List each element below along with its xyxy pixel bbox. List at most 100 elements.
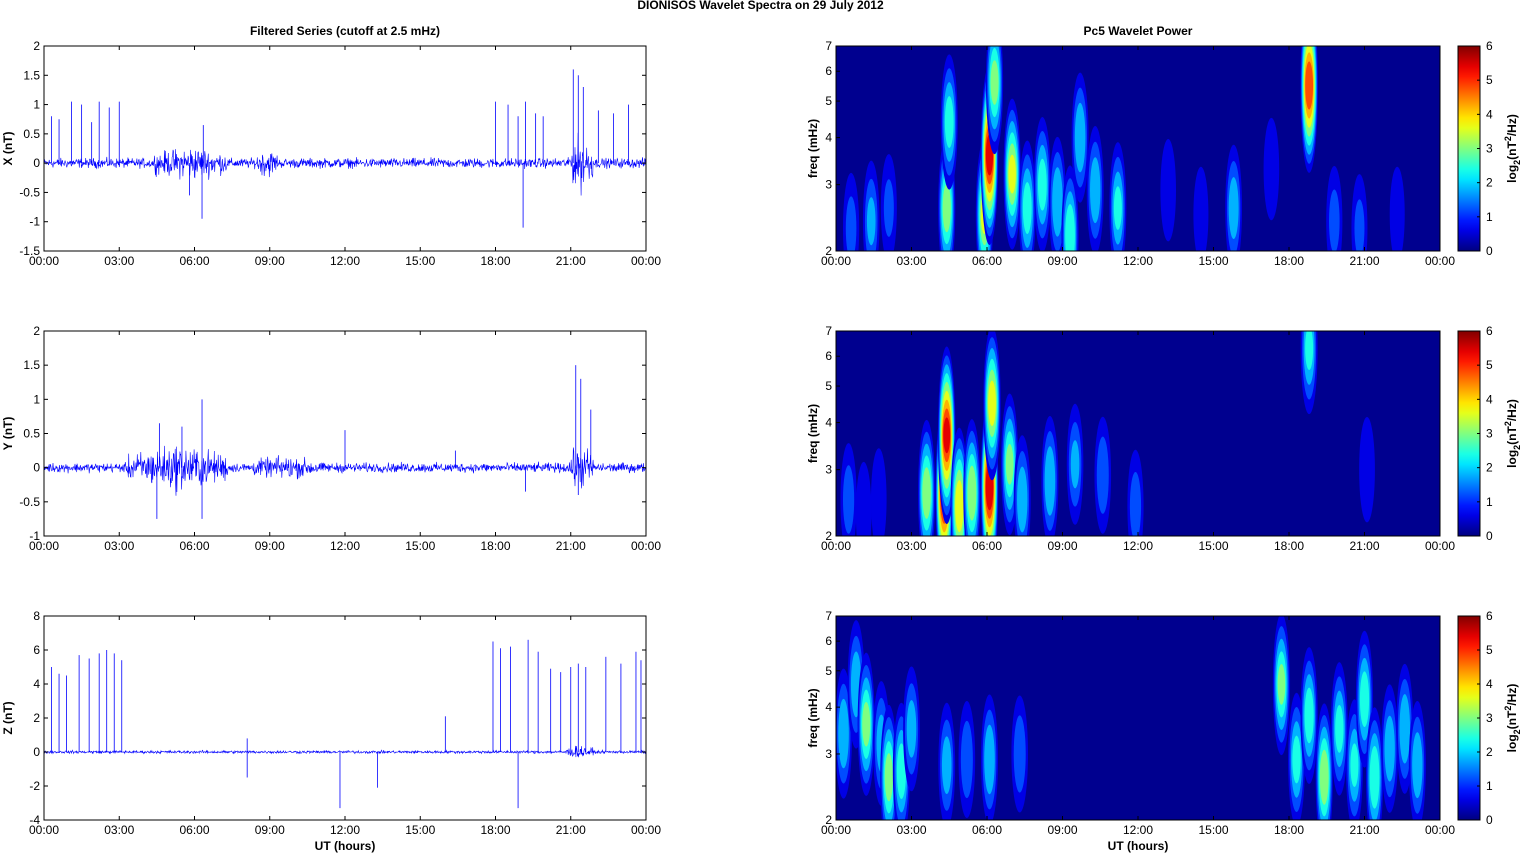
- wavelet-x-blob: [1003, 98, 1021, 250]
- wavelet-y-blob: [840, 443, 857, 536]
- panel-filtered-x: -1.5 -1 -0.5 0 0.5 1 1.5 2 00:00 03:00 06:00 09:00 1…: [1, 39, 661, 268]
- filtered-x-ytick-label: 0: [33, 156, 40, 170]
- wavelet-z-blob: [1396, 663, 1414, 794]
- filtered-y-ytick-label: -0.5: [19, 495, 40, 509]
- filtered-z-ytick-label: -4: [29, 813, 40, 827]
- wavelet-z-blob: [1288, 692, 1306, 820]
- wavelet-z-ylabel: freq (mHz): [806, 688, 820, 747]
- wavelet-y-colorbar-tick-label: 6: [1486, 324, 1493, 338]
- filtered-z-xtick-label: 09:00: [255, 823, 285, 837]
- wavelet-z-colorbar-tick-label: 5: [1486, 643, 1493, 657]
- wavelet-z-colorbar-tick-label: 2: [1486, 745, 1493, 759]
- wavelet-z-colorbar-tick-label: 4: [1486, 677, 1493, 691]
- wavelet-z-blob: [880, 704, 898, 820]
- wavelet-z-colorbar: 0 1 2 3 4 5 6 log2(nT2/Hz): [1457, 609, 1521, 827]
- wavelet-x-ytick-label: 2: [825, 244, 832, 258]
- wavelet-z-blob: [903, 666, 920, 792]
- filtered-y-xtick-label: 06:00: [179, 539, 209, 553]
- filtered-z-xtick-label: 00:00: [29, 823, 59, 837]
- wavelet-x-xtick-label: 06:00: [972, 254, 1002, 268]
- filtered-z-ytick-label: 4: [33, 677, 40, 691]
- wavelet-z-blob: [958, 700, 976, 818]
- wavelet-x-xtick-label: 18:00: [1274, 254, 1304, 268]
- filtered-y-ylabel: Y (nT): [1, 417, 15, 451]
- wavelet-y-ylabel: freq (mHz): [806, 404, 820, 463]
- wavelet-x-blob: [1351, 174, 1368, 251]
- wavelet-z-colorbar-label: log2(nT2/Hz): [1503, 684, 1521, 753]
- wavelet-x-xtick-label: 03:00: [896, 254, 926, 268]
- wavelet-y-xtick-label: 09:00: [1047, 539, 1077, 553]
- filtered-y-ytick-label: 1: [33, 392, 40, 406]
- wavelet-x-blob: [1018, 140, 1036, 251]
- wavelet-y-xtick-label: 18:00: [1274, 539, 1304, 553]
- filtered-z-ytick-label: 0: [33, 745, 40, 759]
- filtered-x-ytick-label: 1.5: [23, 68, 40, 82]
- wavelet-x-blob: [1326, 165, 1343, 251]
- wavelet-y-blob: [1094, 416, 1112, 534]
- filtered-y-xtick-label: 00:00: [631, 539, 661, 553]
- filtered-z-trace: [43, 745, 646, 758]
- wavelet-y-blob: [1127, 449, 1144, 536]
- filtered-z-xtick-label: 03:00: [104, 823, 134, 837]
- wavelet-y-ytick-label: 3: [825, 463, 832, 477]
- wavelet-x-colorbar-scale: [1457, 45, 1481, 252]
- wavelet-x-blob: [1109, 142, 1127, 251]
- panel-filtered-y: -1 -0.5 0 0.5 1 1.5 2 00:00 03:00 06:00 09:00 12:00…: [1, 324, 661, 553]
- wavelet-y-blob: [1001, 393, 1019, 536]
- wavelet-y-xtick-label: 06:00: [972, 539, 1002, 553]
- filtered-y-ytick-label: -1: [29, 529, 40, 543]
- filtered-z-xtick-label: 06:00: [179, 823, 209, 837]
- wavelet-x-blob: [1061, 165, 1079, 251]
- filtered-y-xtick-label: 18:00: [480, 539, 510, 553]
- wavelet-x-ylabel: freq (mHz): [806, 119, 820, 178]
- filtered-x-ytick-label: 1: [33, 98, 40, 112]
- wavelet-x-power-blobs: [843, 46, 1405, 251]
- wavelet-z-xtick-label: 15:00: [1198, 823, 1228, 837]
- wavelet-z-colorbar-scale: [1457, 615, 1481, 821]
- wavelet-x-colorbar-tick-label: 6: [1486, 39, 1493, 53]
- filtered-y-xtick-label: 09:00: [255, 539, 285, 553]
- wavelet-y-blob: [1013, 435, 1031, 536]
- wavelet-y-blob: [950, 427, 969, 536]
- wavelet-y-blob: [937, 346, 956, 525]
- wavelet-z-colorbar-tick-label: 0: [1486, 813, 1493, 827]
- filtered-y-xtick-label: 03:00: [104, 539, 134, 553]
- wavelet-y-xtick-label: 03:00: [896, 539, 926, 553]
- filtered-x-ytick-label: -1: [29, 215, 40, 229]
- wavelet-y-blob: [870, 448, 887, 536]
- wavelet-y-blob: [1300, 331, 1318, 415]
- wavelet-y-blob: [918, 419, 936, 536]
- wavelet-x-blob: [1300, 46, 1318, 173]
- wavelet-x-blob: [1086, 126, 1104, 251]
- wavelet-z-blob: [938, 702, 956, 820]
- filtered-z-xtick-label: 18:00: [480, 823, 510, 837]
- wavelet-z-power-blobs: [836, 616, 1426, 820]
- wavelet-x-xtick-label: 09:00: [1047, 254, 1077, 268]
- wavelet-y-ytick-label: 7: [825, 324, 832, 338]
- filtered-x-xtick-label: 06:00: [179, 254, 209, 268]
- filtered-x-ytick-label: 0.5: [23, 127, 40, 141]
- wavelet-y-blob: [963, 419, 981, 536]
- filtered-z-xtick-label: 12:00: [330, 823, 360, 837]
- wavelet-z-ytick-label: 5: [825, 664, 832, 678]
- wavelet-z-blob: [1011, 695, 1029, 813]
- wavelet-x-blob: [1033, 117, 1051, 251]
- wavelet-y-blob: [1359, 416, 1375, 523]
- filtered-z-ytick-label: 6: [33, 643, 40, 657]
- filtered-x-ytick-label: -0.5: [19, 185, 40, 199]
- wavelet-x-blob: [1193, 166, 1209, 251]
- wavelet-z-xtick-label: 03:00: [896, 823, 926, 837]
- wavelet-y-blob: [983, 331, 1001, 481]
- wavelet-x-blob: [843, 172, 860, 251]
- wavelet-y-blob: [1041, 415, 1059, 536]
- wavelet-y-xtick-label: 12:00: [1123, 539, 1153, 553]
- filtered-y-ytick-label: 2: [33, 324, 40, 338]
- wavelet-z-colorbar-tick-label: 3: [1486, 711, 1493, 725]
- filtered-x-xtick-label: 15:00: [405, 254, 435, 268]
- wavelet-x-xtick-label: 00:00: [1425, 254, 1455, 268]
- wavelet-z-blob: [1330, 662, 1348, 796]
- wavelet-x-blob: [1389, 166, 1405, 251]
- wavelet-z-blob: [1300, 647, 1318, 784]
- filtered-z-xlabel: UT (hours): [315, 839, 376, 853]
